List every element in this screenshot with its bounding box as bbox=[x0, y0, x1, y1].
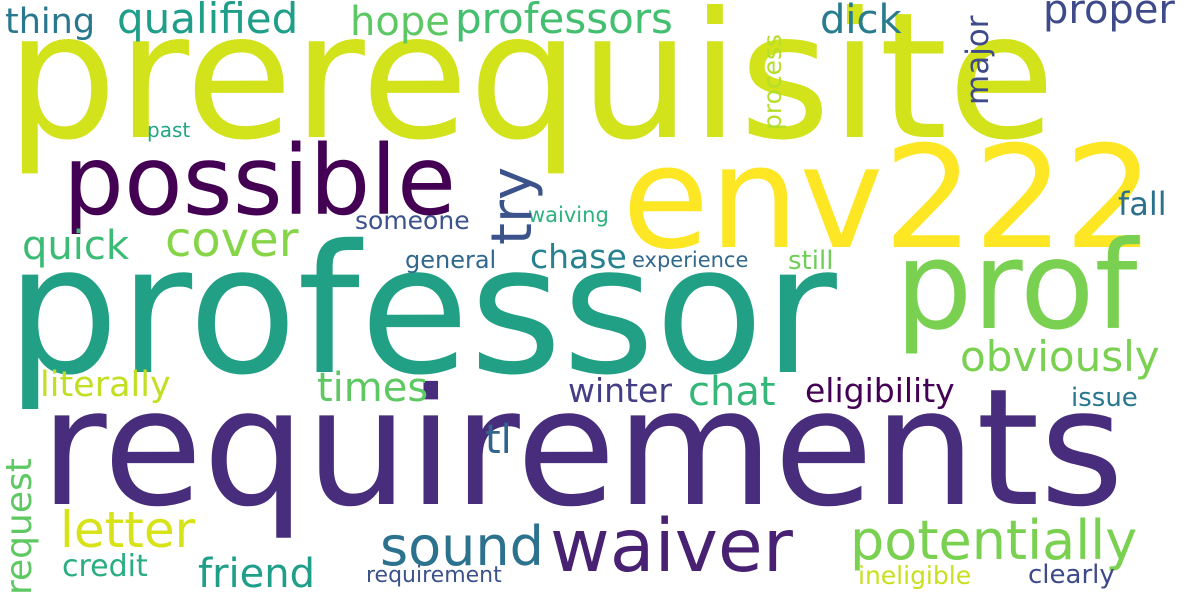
word-qualified: qualified bbox=[117, 0, 299, 43]
word-credit: credit bbox=[62, 549, 148, 584]
word-professor: professor bbox=[6, 207, 837, 414]
word-quick: quick bbox=[22, 223, 130, 269]
word-requirement: requirement bbox=[366, 563, 502, 588]
word-process: process bbox=[758, 33, 787, 130]
word-dick: dick bbox=[820, 0, 902, 43]
word-issue: issue bbox=[1071, 383, 1138, 413]
word-waiver: waiver bbox=[550, 504, 793, 589]
word-hope: hope bbox=[350, 0, 450, 45]
word-general: general bbox=[405, 246, 497, 274]
word-proper: proper bbox=[1043, 0, 1175, 33]
word-someone: someone bbox=[355, 206, 470, 235]
word-times: times bbox=[317, 365, 429, 411]
word-eligibility: eligibility bbox=[805, 371, 955, 410]
word-try: try bbox=[480, 166, 545, 245]
word-literally: literally bbox=[40, 365, 171, 405]
word-waiving: waiving bbox=[528, 203, 609, 227]
word-winter: winter bbox=[568, 371, 672, 410]
word-tl: tl bbox=[485, 417, 512, 463]
word-obviously: obviously bbox=[960, 332, 1160, 381]
word-professors: professors bbox=[455, 0, 673, 43]
word-past: past bbox=[147, 118, 191, 142]
word-prof: prof bbox=[895, 215, 1138, 357]
word-clearly: clearly bbox=[1028, 560, 1115, 590]
word-env222: env222 bbox=[622, 116, 1155, 281]
word-prerequisite: prerequisite bbox=[6, 0, 1056, 179]
word-letter: letter bbox=[60, 501, 196, 559]
word-friend: friend bbox=[198, 551, 315, 597]
word-still: still bbox=[788, 246, 834, 276]
word-requirements: requirements bbox=[40, 355, 1125, 543]
word-request: request bbox=[0, 458, 40, 595]
word-chat: chat bbox=[688, 369, 776, 415]
word-fall: fall bbox=[1118, 185, 1167, 223]
word-thing: thing bbox=[5, 2, 96, 42]
word-possible: possible bbox=[63, 125, 457, 237]
word-ineligible: ineligible bbox=[858, 561, 972, 590]
word-experience: experience bbox=[632, 248, 749, 272]
word-chase: chase bbox=[530, 237, 627, 276]
word-cover: cover bbox=[165, 212, 299, 268]
word-major: major bbox=[960, 15, 996, 105]
word-sound: sound bbox=[380, 515, 544, 578]
word-potentially: potentially bbox=[850, 509, 1138, 572]
